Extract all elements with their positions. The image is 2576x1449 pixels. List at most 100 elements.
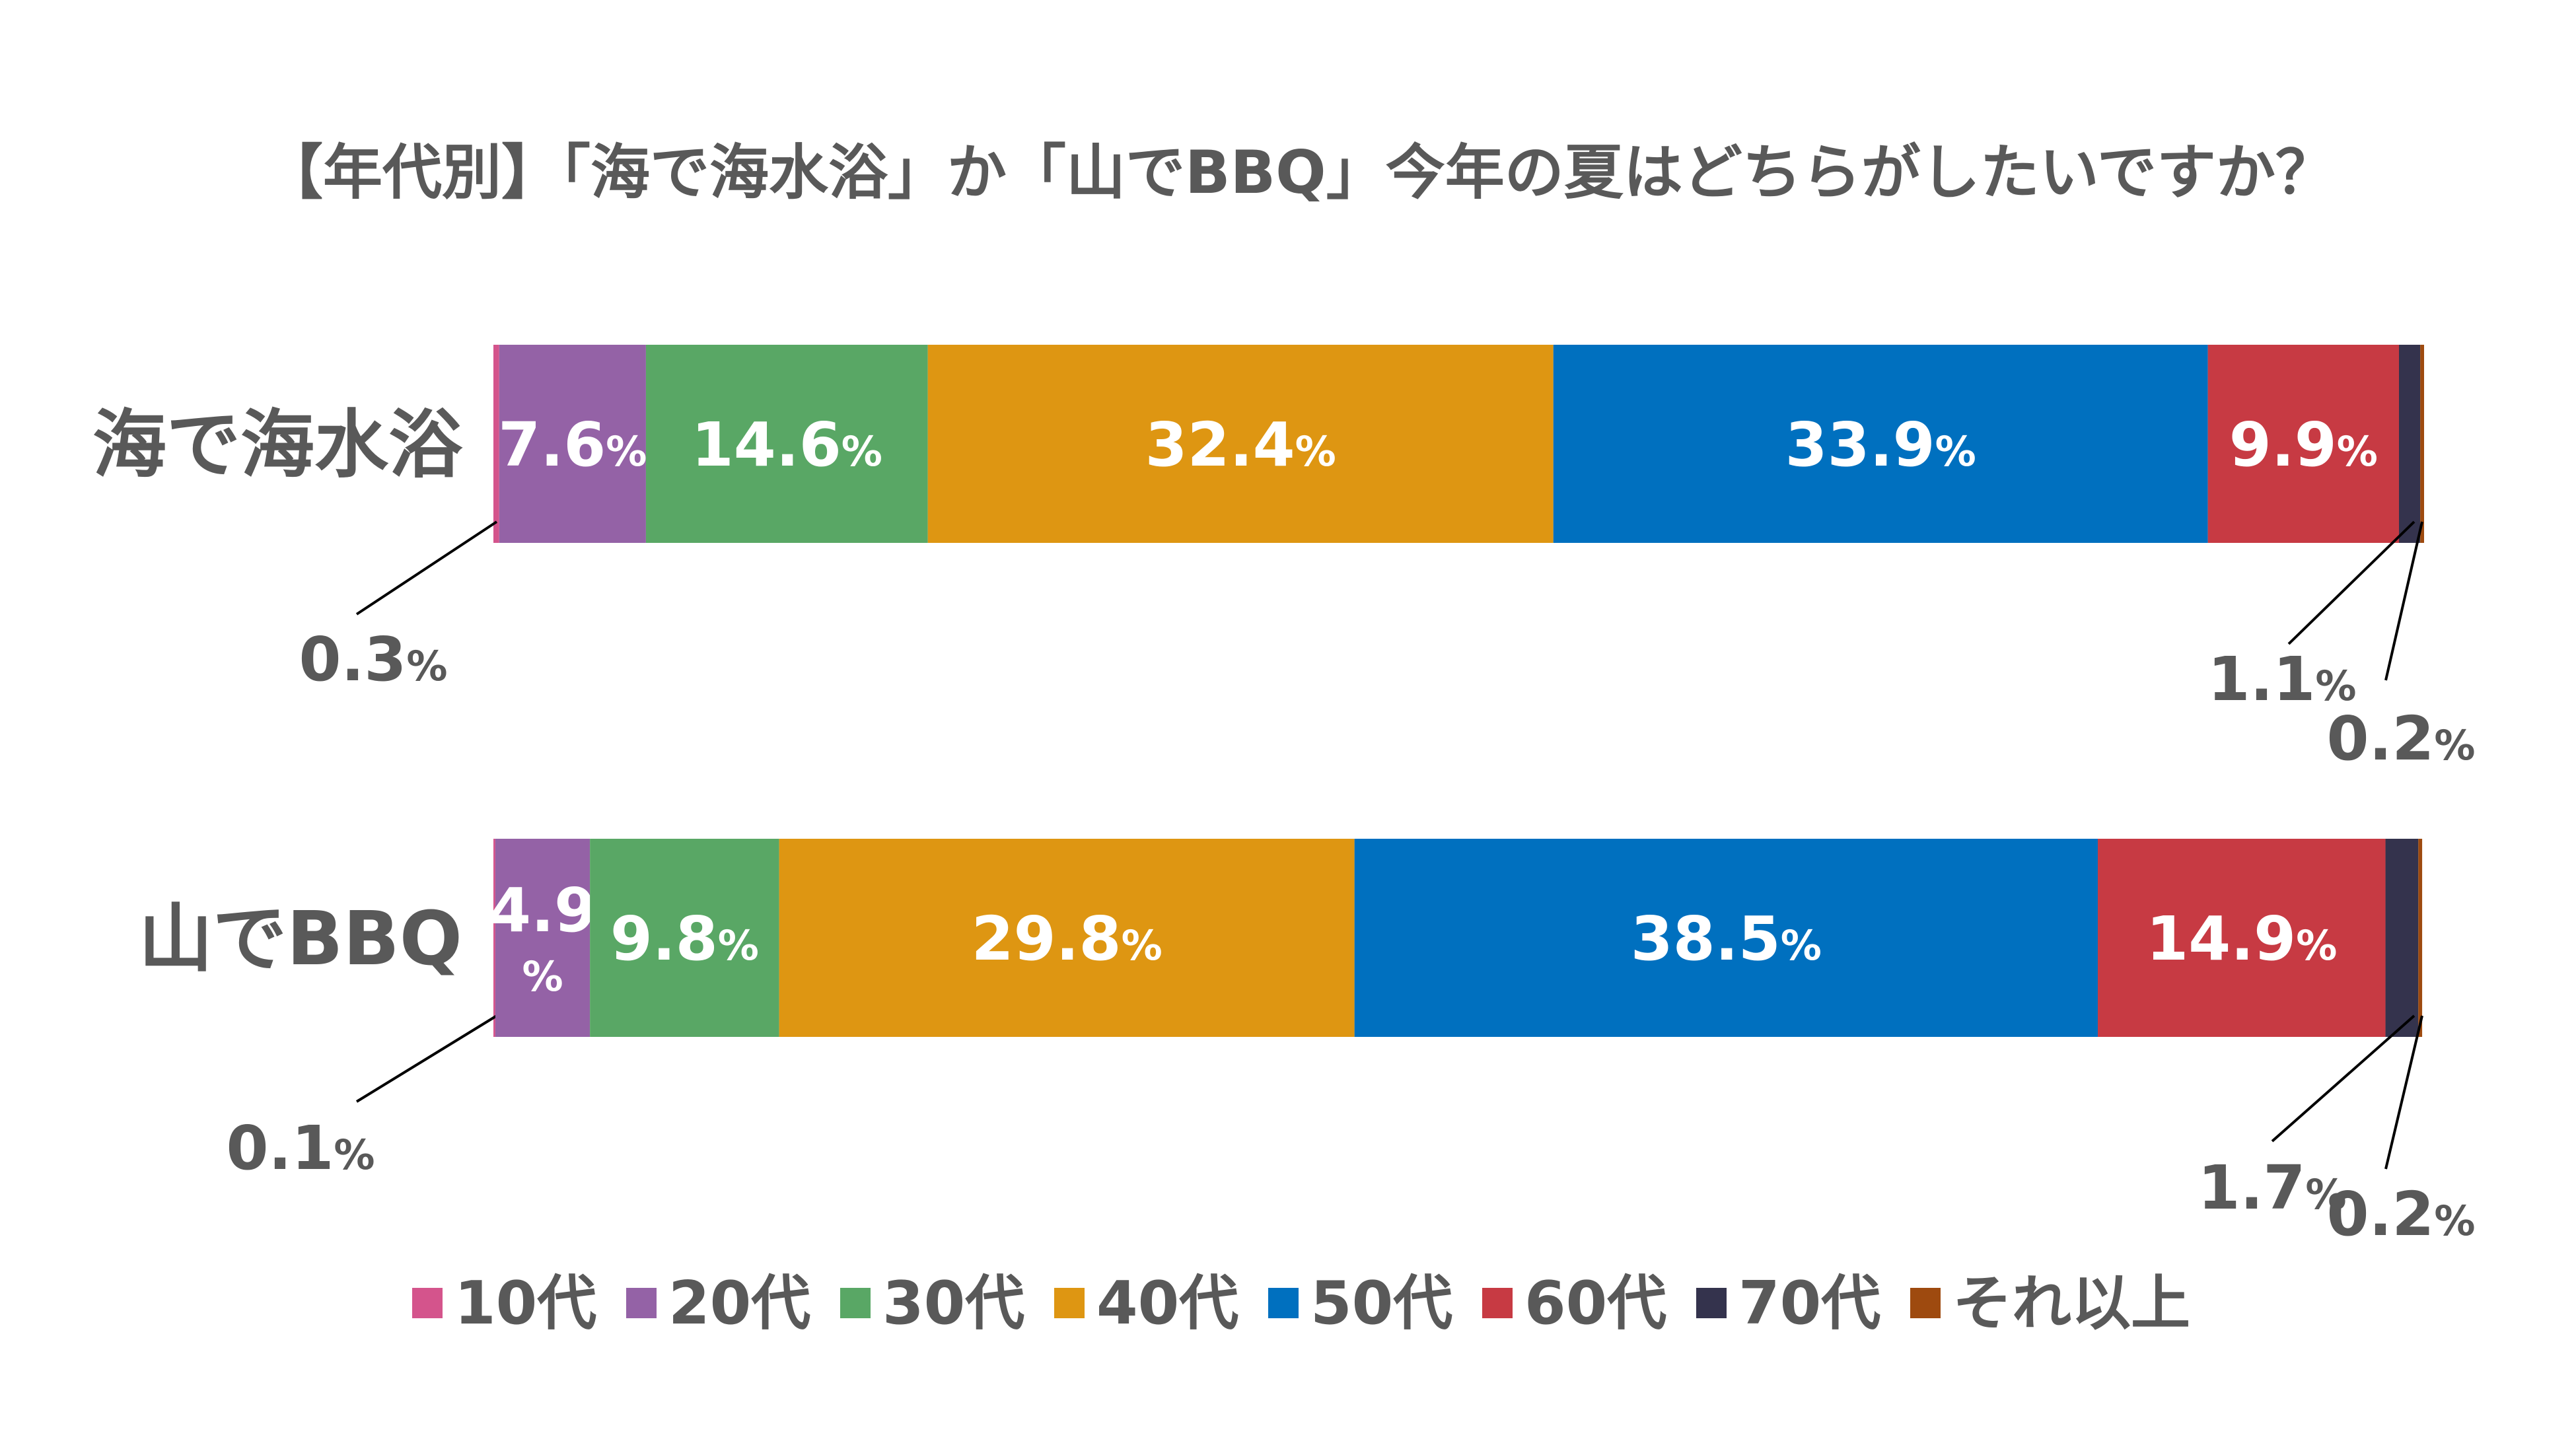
data-label: 32.4% bbox=[1145, 409, 1336, 480]
leader-line bbox=[355, 520, 498, 616]
legend-label: 10代 bbox=[454, 1269, 596, 1338]
leader-line bbox=[355, 1014, 498, 1103]
chart-title: 【年代別】「海で海水浴」か「山でBBQ」今年の夏はどちらがしたいですか？ bbox=[264, 138, 2335, 207]
data-label-number: 0.3 bbox=[299, 624, 406, 695]
data-label: 9.9% bbox=[2229, 409, 2378, 480]
data-label-unit: % bbox=[718, 921, 759, 970]
legend-swatch bbox=[840, 1288, 871, 1318]
data-label-unit: % bbox=[606, 427, 647, 476]
data-label: 0.2% bbox=[2326, 1179, 2475, 1250]
data-label-number: 33.9 bbox=[1785, 409, 1935, 480]
data-label: 4.9% bbox=[489, 875, 596, 1001]
data-label-unit: % bbox=[2337, 427, 2378, 476]
leader-line bbox=[2384, 1015, 2423, 1170]
data-label-unit: % bbox=[334, 1131, 375, 1179]
bar-segment bbox=[2385, 839, 2419, 1037]
data-label-unit: % bbox=[2315, 662, 2356, 710]
legend-swatch bbox=[1696, 1288, 1727, 1318]
leader-line bbox=[2271, 1014, 2415, 1143]
bar-segment bbox=[495, 839, 590, 1037]
data-label-unit: % bbox=[1295, 427, 1336, 476]
bar-segment bbox=[927, 345, 1554, 543]
data-label-unit: % bbox=[2305, 1170, 2346, 1219]
data-label-unit: % bbox=[2296, 921, 2337, 970]
legend-label: 20代 bbox=[668, 1269, 810, 1338]
data-label-unit: % bbox=[1935, 427, 1976, 476]
legend-swatch bbox=[412, 1288, 443, 1318]
data-label-number: 0.1 bbox=[226, 1113, 334, 1184]
bar-segment bbox=[1553, 345, 2208, 543]
data-label-number: 32.4 bbox=[1145, 409, 1295, 480]
data-label-unit: % bbox=[2434, 721, 2475, 769]
leader-line bbox=[2384, 521, 2423, 681]
legend-swatch bbox=[1910, 1288, 1941, 1318]
data-label-number: 1.1 bbox=[2207, 644, 2315, 715]
data-label-number: 0.2 bbox=[2326, 1179, 2434, 1250]
legend-label: 50代 bbox=[1310, 1269, 1452, 1338]
legend-label: 60代 bbox=[1524, 1269, 1666, 1338]
legend-item: それ以上 bbox=[1910, 1269, 2190, 1338]
category-label: 海で海水浴 bbox=[92, 402, 463, 488]
data-label: 0.2% bbox=[2326, 703, 2475, 774]
legend-item: 60代 bbox=[1482, 1269, 1666, 1338]
bar-segment bbox=[2420, 345, 2424, 543]
bar-segment bbox=[1354, 839, 2098, 1037]
data-label: 0.1% bbox=[226, 1113, 375, 1184]
bar-segment bbox=[493, 839, 495, 1037]
data-label-unit: % bbox=[522, 952, 563, 1001]
legend-label: それ以上 bbox=[1952, 1269, 2190, 1338]
data-label: 29.8% bbox=[972, 903, 1163, 974]
legend: 10代 20代 30代 40代 50代 60代 70代 それ以上 bbox=[412, 1269, 2190, 1338]
data-label: 9.8% bbox=[610, 903, 759, 974]
data-label: 7.6% bbox=[498, 409, 647, 480]
legend-item: 20代 bbox=[626, 1269, 810, 1338]
leader-line bbox=[2287, 520, 2415, 645]
legend-label: 70代 bbox=[1738, 1269, 1880, 1338]
data-label-unit: % bbox=[406, 642, 447, 690]
legend-swatch bbox=[1268, 1288, 1299, 1318]
data-label-number: 14.6 bbox=[692, 409, 841, 480]
legend-item: 40代 bbox=[1054, 1269, 1238, 1338]
bar-segment bbox=[2098, 839, 2386, 1037]
bar-segment bbox=[2418, 839, 2423, 1037]
bar-segment bbox=[779, 839, 1355, 1037]
data-label-number: 38.5 bbox=[1631, 903, 1781, 974]
data-label-number: 1.7 bbox=[2198, 1152, 2305, 1223]
legend-item: 70代 bbox=[1696, 1269, 1880, 1338]
data-label-unit: % bbox=[1781, 921, 1822, 970]
legend-label: 40代 bbox=[1096, 1269, 1238, 1338]
legend-swatch bbox=[1482, 1288, 1513, 1318]
bar-segment bbox=[2207, 345, 2400, 543]
data-label-number: 29.8 bbox=[972, 903, 1122, 974]
bar-segment bbox=[645, 345, 928, 543]
legend-label: 30代 bbox=[882, 1269, 1024, 1338]
category-label: 山でBBQ bbox=[139, 896, 462, 982]
data-label: 0.3% bbox=[299, 624, 447, 695]
legend-item: 30代 bbox=[840, 1269, 1024, 1338]
data-label-unit: % bbox=[841, 427, 882, 476]
legend-swatch bbox=[626, 1288, 657, 1318]
data-label-unit: % bbox=[2434, 1197, 2475, 1245]
bar-segment bbox=[499, 345, 646, 543]
bar-segment bbox=[590, 839, 779, 1037]
data-label: 14.6% bbox=[692, 409, 882, 480]
bar-segment bbox=[2399, 345, 2421, 543]
data-label: 38.5% bbox=[1631, 903, 1822, 974]
data-label-number: 14.9 bbox=[2146, 903, 2296, 974]
data-label: 1.1% bbox=[2207, 644, 2356, 715]
data-label: 1.7% bbox=[2198, 1152, 2346, 1223]
data-label: 33.9% bbox=[1785, 409, 1976, 480]
data-label-number: 4.9 bbox=[489, 875, 596, 946]
data-label-number: 9.9 bbox=[2229, 409, 2337, 480]
bar-segment bbox=[493, 345, 499, 543]
data-label-unit: % bbox=[1122, 921, 1163, 970]
legend-item: 50代 bbox=[1268, 1269, 1452, 1338]
data-label-number: 7.6 bbox=[498, 409, 606, 480]
legend-swatch bbox=[1054, 1288, 1085, 1318]
data-label: 14.9% bbox=[2146, 903, 2337, 974]
data-label-number: 0.2 bbox=[2326, 703, 2434, 774]
